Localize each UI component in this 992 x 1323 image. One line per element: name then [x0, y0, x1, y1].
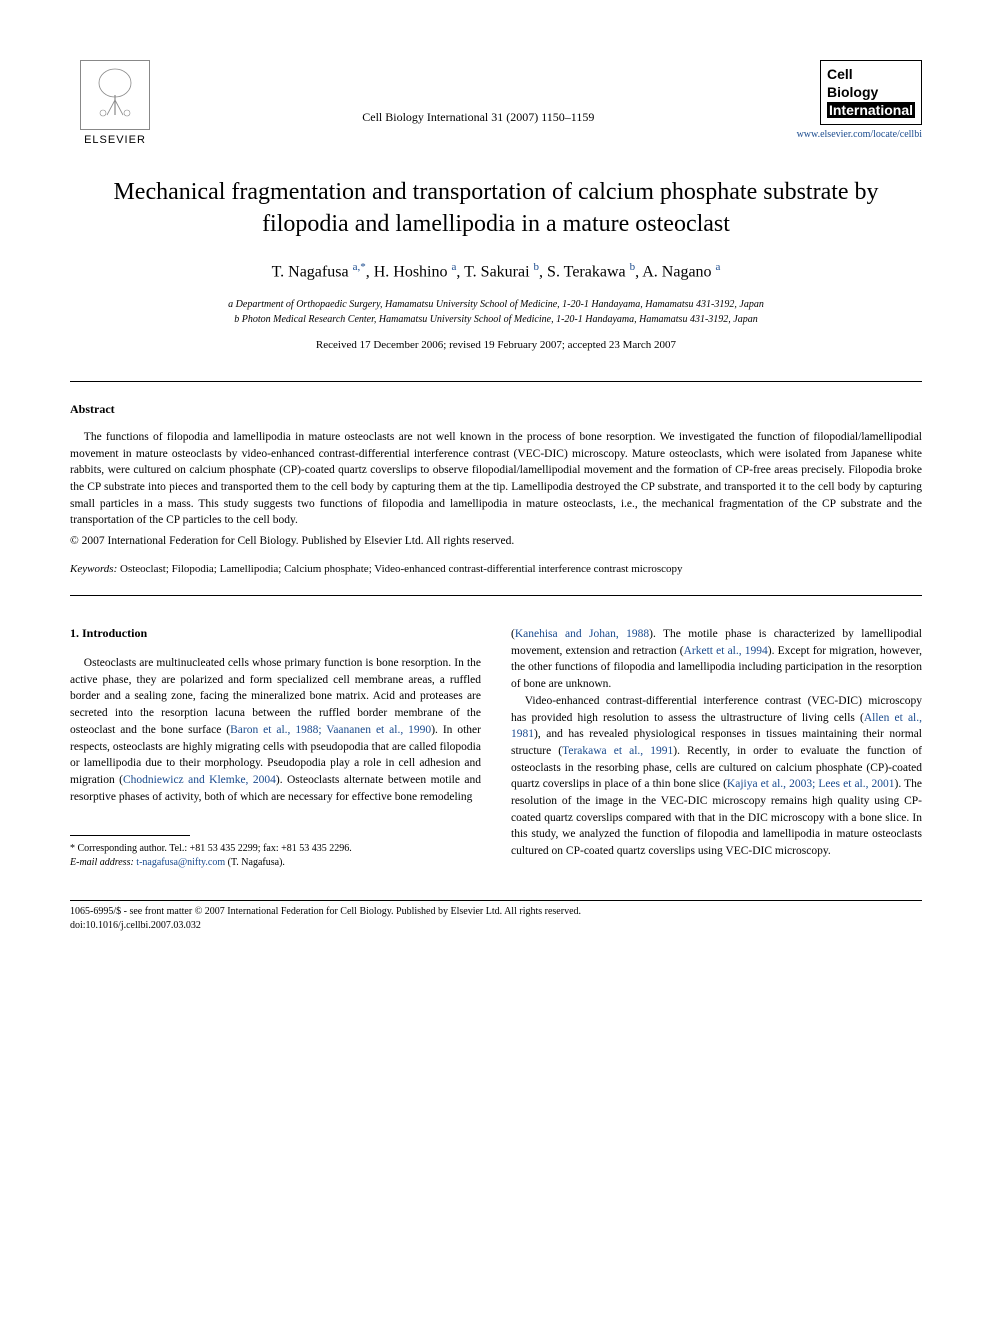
citation-chodniewicz[interactable]: Chodniewicz and Klemke, 2004 — [123, 774, 276, 786]
rule-below-keywords — [70, 595, 922, 596]
footnote-corresponding: * Corresponding author. Tel.: +81 53 435… — [70, 842, 481, 856]
journal-url-link[interactable]: www.elsevier.com/locate/cellbi — [797, 129, 922, 140]
intro-paragraph-2: Video-enhanced contrast-differential int… — [511, 693, 922, 860]
footnote-email-link[interactable]: t-nagafusa@nifty.com — [136, 857, 225, 868]
citation-kanehisa[interactable]: Kanehisa and Johan, 1988 — [515, 628, 649, 640]
front-matter-line: 1065-6995/$ - see front matter © 2007 In… — [70, 905, 922, 919]
abstract-copyright: © 2007 International Federation for Cell… — [70, 535, 922, 547]
column-left: 1. Introduction Osteoclasts are multinuc… — [70, 626, 481, 870]
doi-line: doi:10.1016/j.cellbi.2007.03.032 — [70, 919, 922, 933]
affiliations: a Department of Orthopaedic Surgery, Ham… — [70, 297, 922, 327]
body-columns: 1. Introduction Osteoclasts are multinuc… — [70, 626, 922, 870]
journal-logo-line3: International — [827, 102, 915, 118]
footnote-email-label: E-mail address: — [70, 857, 134, 868]
footnote-rule — [70, 835, 190, 836]
publisher-name: ELSEVIER — [84, 134, 146, 146]
intro-paragraph-1: Osteoclasts are multinucleated cells who… — [70, 655, 481, 805]
elsevier-tree-icon — [80, 60, 150, 130]
rule-above-abstract — [70, 381, 922, 382]
keywords-text: Osteoclast; Filopodia; Lamellipodia; Cal… — [120, 563, 683, 575]
journal-logo-line2: Biology — [827, 83, 915, 101]
journal-logo-line1: Cell — [827, 65, 915, 83]
intro-paragraph-1-cont: (Kanehisa and Johan, 1988). The motile p… — [511, 626, 922, 693]
article-title: Mechanical fragmentation and transportat… — [110, 176, 882, 241]
column-right: (Kanehisa and Johan, 1988). The motile p… — [511, 626, 922, 870]
abstract-heading: Abstract — [70, 402, 922, 417]
journal-logo: Cell Biology International www.elsevier.… — [797, 60, 922, 140]
section-1-heading: 1. Introduction — [70, 626, 481, 641]
citation-baron[interactable]: Baron et al., 1988; Vaananen et al., 199… — [230, 724, 431, 736]
citation-arkett[interactable]: Arkett et al., 1994 — [684, 645, 768, 657]
affiliation-b: b Photon Medical Research Center, Hamama… — [70, 312, 922, 327]
article-dates: Received 17 December 2006; revised 19 Fe… — [70, 339, 922, 351]
bottom-rule — [70, 900, 922, 901]
keywords-line: Keywords: Osteoclast; Filopodia; Lamelli… — [70, 563, 922, 575]
journal-reference: Cell Biology International 31 (2007) 115… — [160, 110, 797, 125]
citation-kajiya[interactable]: Kajiya et al., 2003; Lees et al., 2001 — [727, 778, 895, 790]
citation-terakawa[interactable]: Terakawa et al., 1991 — [562, 745, 673, 757]
abstract-text: The functions of filopodia and lamellipo… — [70, 429, 922, 529]
footnote-email-line: E-mail address: t-nagafusa@nifty.com (T.… — [70, 856, 481, 870]
authors-line: T. Nagafusa a,*, H. Hoshino a, T. Sakura… — [70, 261, 922, 281]
publisher-logo: ELSEVIER — [70, 60, 160, 146]
affiliation-a: a Department of Orthopaedic Surgery, Ham… — [70, 297, 922, 312]
footnote-email-author: (T. Nagafusa). — [228, 857, 285, 868]
header-row: ELSEVIER Cell Biology International 31 (… — [70, 60, 922, 146]
keywords-label: Keywords: — [70, 563, 117, 575]
